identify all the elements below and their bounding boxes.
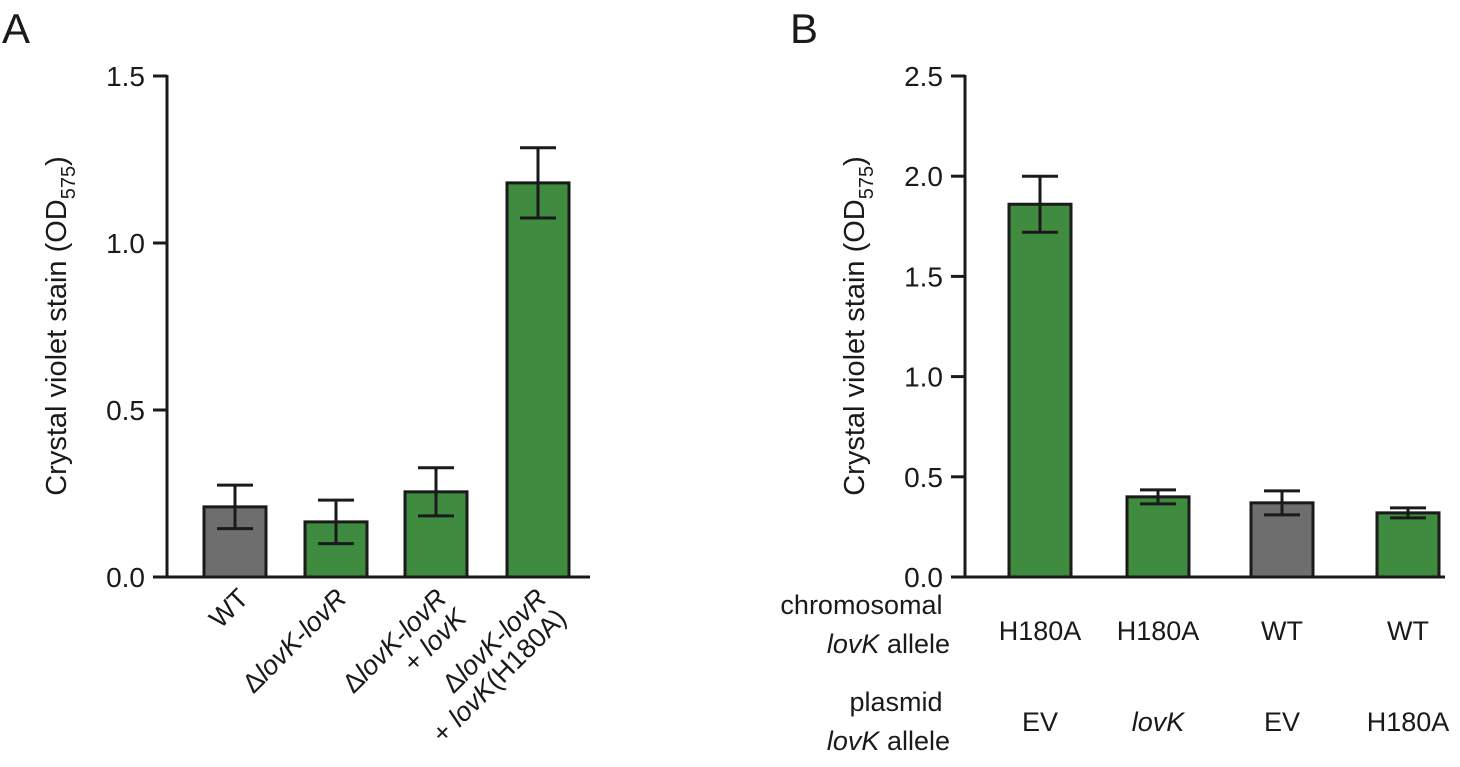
panel-b-y-axis-label-main: Crystal violet stain (OD <box>839 199 871 496</box>
panel-b-y-tick-label-0: 0.0 <box>904 562 943 593</box>
panel-a-y-tick-label-2: 1.0 <box>106 228 145 259</box>
panel-b-error-bar-3 <box>1264 489 1300 517</box>
panel-b-error-bar-4 <box>1390 506 1426 520</box>
panel-a-bar-4 <box>505 181 571 579</box>
chromosomal-allele-1: H180A <box>999 616 1082 646</box>
panel-a-x-label-wt: WT <box>203 583 254 634</box>
panel-b-bar-4 <box>1375 511 1441 579</box>
panel-a-bars <box>202 181 571 579</box>
panel-a-y-tick-label-0: 0.0 <box>106 562 145 593</box>
plasmid-allele-2: lovK <box>1132 707 1186 737</box>
panel-a-y-axis-label: Crystal violet stain (OD575) <box>41 156 80 496</box>
plasmid-allele-4: H180A <box>1367 707 1450 737</box>
panel-a-y-axis-label-sub: 575 <box>58 166 80 199</box>
panel-a-x-label-wt-text: WT <box>203 583 254 634</box>
plasmid-row-label-rest: allele <box>879 726 950 756</box>
panel-a-error-bar-2 <box>318 498 354 546</box>
panel-a-error-bar-4 <box>520 146 556 220</box>
chromosomal-allele-2: H180A <box>1117 616 1200 646</box>
panel-a-y-axis: 0.0 0.5 1.0 1.5 <box>106 61 167 593</box>
chromosomal-row-label-line2: lovK allele <box>827 629 950 659</box>
chromosomal-allele-3: WT <box>1261 616 1303 646</box>
panel-a-y-axis-label-close: ) <box>41 156 73 166</box>
chromosomal-row-label-line1: chromosomal <box>780 590 942 620</box>
panel-a-x-label-deletion: ΔlovK-lovR <box>237 583 353 699</box>
panel-b-y-axis-label-sub: 575 <box>856 166 878 199</box>
panel-b-error-bars <box>1022 174 1426 520</box>
panel-b-letter: B <box>790 5 818 52</box>
panel-b-error-bar-2 <box>1140 488 1176 506</box>
plasmid-row-label: plasmid lovK allele <box>827 687 950 756</box>
panel-b-bar-1 <box>1007 202 1073 579</box>
panel-b-y-tick-label-4: 2.0 <box>904 161 943 192</box>
panel-a-axes <box>165 75 590 579</box>
plasmid-row-label-line2: lovK allele <box>827 726 950 756</box>
panel-a-y-tick-label-1: 0.5 <box>106 395 145 426</box>
chromosomal-allele-4: WT <box>1387 616 1429 646</box>
panel-a-y-tick-label-3: 1.5 <box>106 61 145 92</box>
panel-b-error-bar-1 <box>1022 174 1058 234</box>
panel-b-y-tick-label-3: 1.5 <box>904 261 943 292</box>
chromosomal-row-label-gene: lovK <box>827 629 881 659</box>
panel-b: B Crystal violet stain (OD575) 0.0 0.5 1.0… <box>780 5 1449 756</box>
chromosomal-row-label: chromosomal lovK allele <box>780 590 950 659</box>
plasmid-allele-3: EV <box>1264 707 1300 737</box>
panel-a-error-bar-3 <box>418 466 454 518</box>
panel-b-bars <box>1007 202 1441 579</box>
plasmid-row-label-gene: lovK <box>827 726 881 756</box>
panel-a-x-label-complement: ΔlovK-lovR+ lovK <box>337 582 473 718</box>
plasmid-row-label-line1: plasmid <box>849 687 942 717</box>
panel-a-y-axis-label-main: Crystal violet stain (OD <box>41 199 73 496</box>
panel-b-y-axis-label: Crystal violet stain (OD575) <box>839 156 878 496</box>
plasmid-allele-1: EV <box>1022 707 1058 737</box>
panel-a-error-bar-1 <box>217 483 253 531</box>
panel-b-bar-2 <box>1125 495 1191 579</box>
panel-a-letter: A <box>2 5 30 52</box>
panel-b-axes <box>963 75 1445 579</box>
panel-a: A Crystal violet stain (OD575) 0.0 0.5 1.0… <box>2 5 590 749</box>
panel-b-y-tick-label-2: 1.0 <box>904 362 943 393</box>
panel-b-y-tick-label-5: 2.5 <box>904 61 943 92</box>
panel-b-y-axis: 0.0 0.5 1.0 1.5 2.0 2.5 <box>904 61 965 593</box>
panel-b-y-axis-label-close: ) <box>839 156 871 166</box>
panel-b-y-tick-label-1: 0.5 <box>904 462 943 493</box>
panel-a-error-bars <box>217 146 556 546</box>
chromosomal-row-label-rest: allele <box>879 629 950 659</box>
